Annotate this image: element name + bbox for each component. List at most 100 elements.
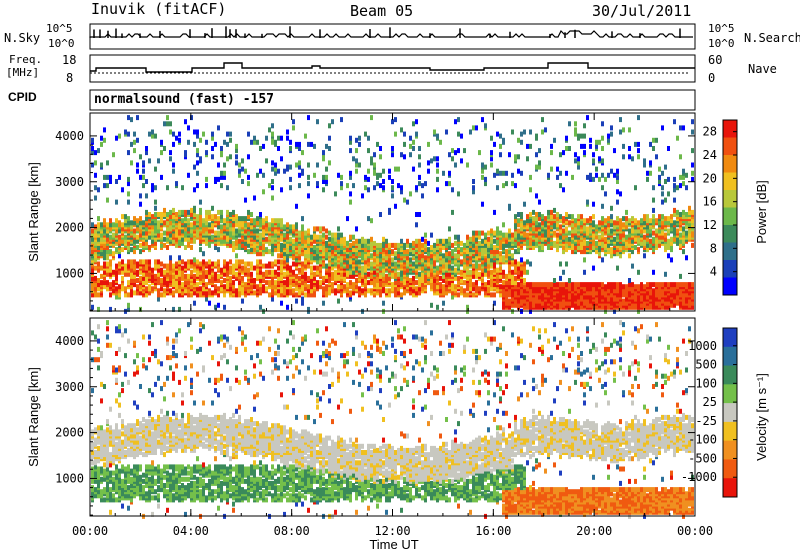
power-cell <box>526 156 529 162</box>
power-cell <box>523 265 526 271</box>
power-cell <box>361 288 364 294</box>
power-cell <box>169 129 172 135</box>
power-cell <box>412 261 415 267</box>
power-cell <box>472 263 475 269</box>
power-cell <box>232 280 235 286</box>
power-cell <box>124 292 127 298</box>
power-cell <box>292 269 295 275</box>
power-cell <box>409 143 412 149</box>
power-cell <box>199 137 202 143</box>
power-cell <box>262 143 265 149</box>
power-cell <box>607 288 610 294</box>
power-cell <box>139 154 142 160</box>
power-cell <box>121 275 124 281</box>
power-cell <box>130 288 133 294</box>
power-cell <box>304 292 307 298</box>
power-cell <box>193 141 196 147</box>
power-cell <box>259 232 262 238</box>
power-cell <box>229 286 232 292</box>
power-cell <box>277 135 280 141</box>
power-cell <box>535 193 538 199</box>
power-cell <box>292 261 295 267</box>
power-cell <box>271 222 274 228</box>
power-cell <box>580 143 583 149</box>
power-cell <box>382 263 385 269</box>
power-cell <box>643 162 646 168</box>
power-cell <box>556 212 559 217</box>
power-cell <box>199 290 202 296</box>
power-cell <box>199 222 202 228</box>
power-cell <box>394 203 397 209</box>
power-cell <box>139 275 142 281</box>
power-cell <box>481 267 484 273</box>
power-cell <box>628 154 631 160</box>
power-cell <box>127 150 130 156</box>
power-cell <box>436 162 439 168</box>
power-cell <box>355 168 358 174</box>
power-cell <box>205 282 208 288</box>
power-cell <box>514 183 517 189</box>
power-cell <box>148 290 151 296</box>
power-cell <box>607 137 610 143</box>
power-cell <box>424 181 427 187</box>
power-cell <box>577 292 580 298</box>
power-cell <box>568 236 571 242</box>
power-cell <box>466 238 469 244</box>
power-cell <box>151 273 154 279</box>
power-cell <box>346 253 349 259</box>
power-cell <box>151 267 154 273</box>
power-cell <box>154 273 157 279</box>
power-cell <box>106 232 109 238</box>
power-cell <box>325 247 328 253</box>
power-cell <box>661 304 664 310</box>
power-cell <box>631 263 634 269</box>
power-cell <box>103 284 106 290</box>
power-cell <box>313 290 316 296</box>
power-cell <box>277 288 280 294</box>
power-cell <box>181 218 184 224</box>
power-cell <box>364 282 367 288</box>
power-cell <box>616 251 619 257</box>
power-cell <box>91 222 94 228</box>
power-cell <box>316 226 319 232</box>
power-cell <box>271 251 274 257</box>
power-cell <box>112 288 115 294</box>
power-cell <box>613 220 616 226</box>
power-cell <box>205 150 208 156</box>
power-cell <box>661 282 664 288</box>
power-cell <box>550 240 553 246</box>
power-cell <box>553 207 556 213</box>
power-cell <box>313 271 316 277</box>
power-cell <box>439 259 442 265</box>
power-cell <box>295 222 298 228</box>
power-cell <box>199 156 202 162</box>
power-cell <box>502 255 505 261</box>
power-cell <box>328 271 331 277</box>
power-cell <box>454 267 457 273</box>
power-cell <box>322 261 325 267</box>
power-cell <box>511 172 514 178</box>
power-cell <box>496 253 499 259</box>
power-cell <box>463 280 466 286</box>
power-cell <box>382 282 385 288</box>
power-cell <box>121 259 124 265</box>
power-cell <box>574 218 577 224</box>
power-cell <box>409 152 412 158</box>
power-cell <box>250 265 253 271</box>
power-cell <box>490 278 493 283</box>
power-cell <box>568 220 571 226</box>
power-cell <box>442 273 445 279</box>
power-cell <box>520 226 523 232</box>
power-cell <box>340 232 343 238</box>
power-cell <box>514 154 517 160</box>
power-cell <box>604 191 607 197</box>
power-cell <box>187 292 190 298</box>
power-cell <box>343 271 346 277</box>
power-cell <box>652 146 655 151</box>
power-cell <box>379 247 382 253</box>
power-cell <box>190 269 193 275</box>
power-cell <box>187 172 190 178</box>
power-cell <box>262 278 265 283</box>
power-cell <box>295 273 298 279</box>
power-cell <box>451 156 454 162</box>
